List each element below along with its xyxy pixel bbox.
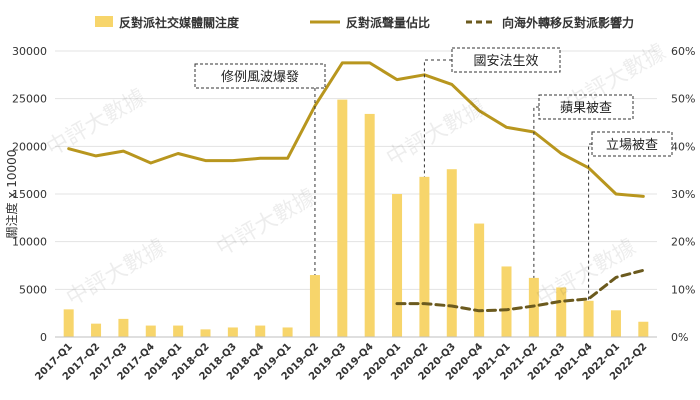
bar: [474, 223, 485, 337]
annotation-label: 立場被查: [606, 138, 658, 153]
y-tick-right-label: 60%: [671, 45, 695, 58]
y-tick-right-label: 40%: [671, 140, 695, 153]
y-tick-left-label: 15000: [12, 188, 47, 201]
legend-label: 反對派聲量佔比: [346, 15, 430, 30]
legend-label: 向海外轉移反對派影響力: [502, 15, 634, 30]
bar: [446, 169, 457, 337]
bar: [392, 194, 403, 337]
legend-swatch-bar: [95, 16, 113, 27]
annotation-box: [538, 94, 634, 120]
bar: [610, 310, 621, 337]
annotation-leader-line: [195, 75, 316, 276]
y-axis-left-label: 關注度 x 10000: [4, 150, 19, 239]
annotation-box: [194, 63, 326, 89]
annotation-leader-line: [533, 106, 539, 278]
bar: [364, 113, 375, 337]
y-tick-left-label: 30000: [12, 45, 47, 58]
bar: [638, 321, 649, 337]
y-tick-right-label: 0%: [671, 331, 688, 344]
annotation-box: [451, 47, 561, 73]
y-tick-right-label: 20%: [671, 236, 695, 249]
line-series: [67, 61, 645, 313]
annotation-label: 修例風波爆發: [221, 70, 299, 85]
bar: [63, 309, 74, 337]
bar: [200, 329, 211, 337]
annotation-leader-line: [588, 143, 592, 301]
bar: [282, 327, 293, 337]
annotation-box: [591, 131, 673, 157]
bar: [173, 325, 184, 337]
bar: [118, 318, 129, 337]
gridlines: [55, 50, 657, 338]
bar: [145, 325, 156, 337]
annotation-label: 國安法生效: [473, 54, 538, 69]
y-tick-left-label: 5000: [19, 283, 47, 296]
y-tick-left-label: 25000: [12, 93, 47, 106]
y-tick-right-label: 30%: [671, 188, 695, 201]
bar: [91, 323, 102, 337]
bar: [227, 327, 238, 337]
bar: [583, 300, 594, 337]
y-tick-right-label: 50%: [671, 93, 695, 106]
y-tick-left-label: 0: [40, 331, 47, 344]
annotation-label: 蘋果被查: [560, 101, 612, 116]
y-tick-right-label: 10%: [671, 283, 695, 296]
bar: [255, 325, 266, 337]
y-tick-left-label: 10000: [12, 236, 47, 249]
bar: [337, 99, 348, 338]
bar: [309, 275, 320, 337]
legend-label: 反對派社交媒體關注度: [119, 15, 240, 30]
bar: [419, 176, 430, 337]
bar: [501, 266, 512, 337]
bar: [556, 287, 567, 337]
y-tick-left-label: 20000: [12, 140, 47, 153]
dashed-line-series: [395, 268, 645, 313]
line-series-path: [67, 61, 645, 198]
legend: 反對派社交媒體關注度 反對派聲量佔比 向海外轉移反對派影響力: [95, 15, 634, 30]
